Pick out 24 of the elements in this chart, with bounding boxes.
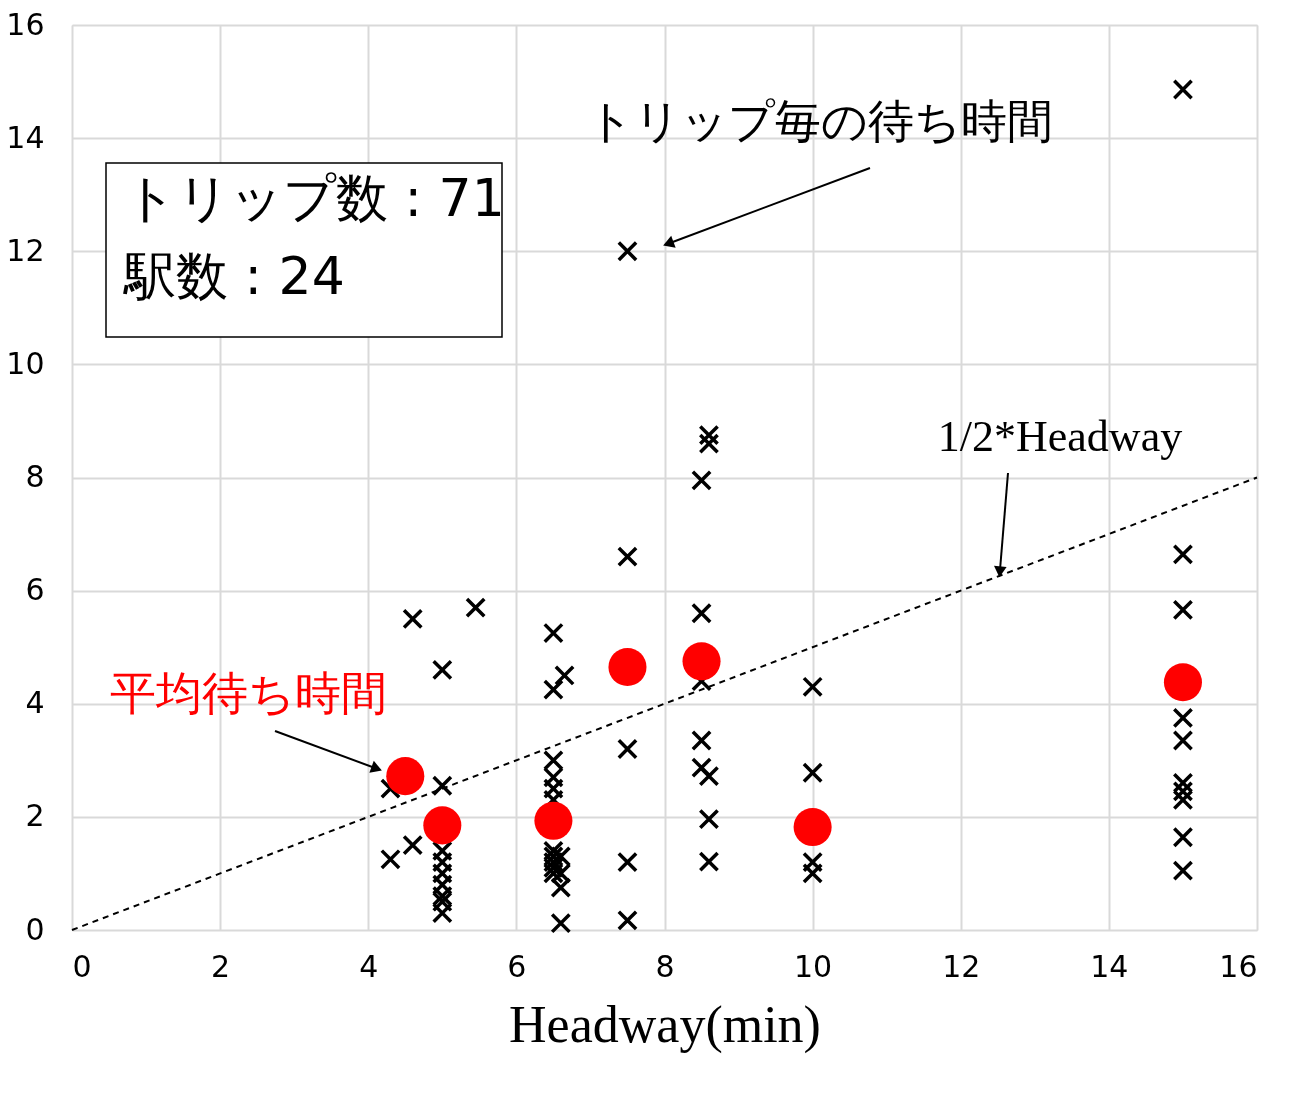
x-tick-label: 2 bbox=[211, 948, 231, 984]
x-tick-label: 8 bbox=[655, 948, 675, 984]
x-tick-label: 0 bbox=[72, 948, 92, 984]
text: トリップ毎の待ち時間 bbox=[587, 94, 1053, 148]
y-tick-label: 12 bbox=[6, 232, 45, 268]
y-tick-label: 16 bbox=[6, 6, 45, 42]
x-axis-title: Headway(min) bbox=[509, 995, 821, 1054]
y-tick-label: 4 bbox=[25, 685, 45, 721]
y-tick-label: 6 bbox=[25, 572, 45, 608]
x-tick-label: 4 bbox=[359, 948, 379, 984]
y-tick-label: 0 bbox=[25, 911, 45, 947]
series-label: 1/2*Headway bbox=[937, 412, 1183, 461]
y-tick-label: 2 bbox=[25, 798, 45, 834]
x-tick-label: 6 bbox=[507, 948, 527, 984]
annotation: トリップ数 : 71 bbox=[124, 168, 505, 228]
annotation: 駅数 : 24 bbox=[123, 246, 345, 306]
y-tick-label: 10 bbox=[6, 345, 45, 381]
series-label: 平均待ち時間 bbox=[109, 666, 387, 720]
x-tick-label: 10 bbox=[794, 948, 833, 984]
x-tick-label: 14 bbox=[1090, 948, 1129, 984]
y-tick-label: 8 bbox=[25, 459, 45, 494]
y-tick-label: 14 bbox=[6, 119, 45, 155]
x-tick-label: 16 bbox=[1219, 948, 1258, 984]
x-tick-label: 12 bbox=[942, 948, 981, 984]
